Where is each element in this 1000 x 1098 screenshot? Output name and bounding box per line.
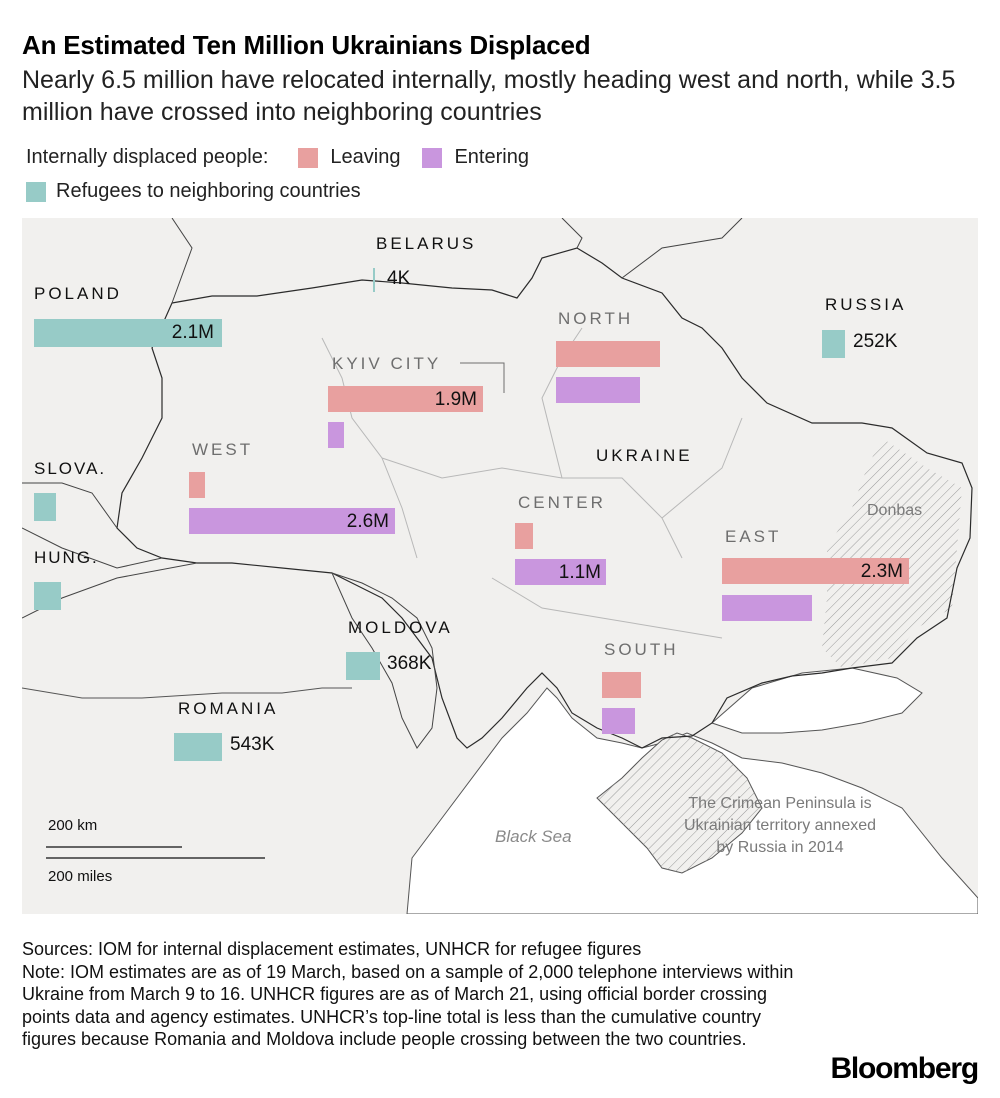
legend-refugees: Refugees to neighboring countries <box>26 180 383 203</box>
bar-refugees-hungary <box>34 582 61 610</box>
legend-internal: Internally displaced people: Leaving Ent… <box>26 146 551 169</box>
map: BELARUS POLAND RUSSIA UKRAINE SLOVA. HUN… <box>22 218 978 914</box>
crimea-annotation: The Crimean Peninsula is Ukrainian terri… <box>650 793 910 859</box>
bar-entering-kyiv <box>328 422 344 448</box>
label-region-kyiv: KYIV CITY <box>332 354 442 373</box>
value-refugees-russia: 252K <box>853 331 898 352</box>
label-slovakia: SLOVA. <box>34 459 107 478</box>
label-poland: POLAND <box>34 284 122 303</box>
label-romania: ROMANIA <box>178 699 279 718</box>
value-refugees-romania: 543K <box>230 734 275 755</box>
label-ukraine: UKRAINE <box>596 446 693 465</box>
legend-refugees-item: Refugees to neighboring countries <box>26 180 361 203</box>
moldova-border <box>331 572 438 749</box>
footer-note: Note: IOM estimates are as of 19 March, … <box>22 961 794 1050</box>
chart-title: An Estimated Ten Million Ukrainians Disp… <box>22 30 591 60</box>
label-region-north: NORTH <box>558 309 634 328</box>
label-black-sea: Black Sea <box>495 827 572 846</box>
ukraine-border <box>116 247 973 749</box>
value-leaving-kyiv: 1.9M <box>434 389 477 410</box>
value-refugees-belarus: 4K <box>387 268 411 289</box>
bar-leaving-south <box>602 672 641 698</box>
bar-refugees-poland <box>34 319 222 347</box>
bar-leaving-north <box>556 341 660 367</box>
bloomberg-logo: Bloomberg <box>830 1052 979 1085</box>
label-donbas: Donbas <box>867 502 923 519</box>
bar-entering-south <box>602 708 635 734</box>
legend-leaving: Leaving <box>298 146 400 169</box>
label-region-center: CENTER <box>518 493 606 512</box>
bar-leaving-east <box>722 558 909 584</box>
label-region-west: WEST <box>192 440 254 459</box>
value-refugees-poland: 2.1M <box>171 322 214 343</box>
bar-entering-north <box>556 377 640 403</box>
bar-leaving-west <box>189 472 205 498</box>
bar-refugees-romania <box>174 733 222 761</box>
label-region-south: SOUTH <box>604 640 679 659</box>
label-belarus: BELARUS <box>376 234 477 253</box>
bar-refugees-moldova <box>346 652 380 680</box>
crimea-annotation-line3: by Russia in 2014 <box>716 839 844 856</box>
legend-internal-label: Internally displaced people: <box>26 146 269 168</box>
bar-entering-center <box>515 559 606 585</box>
bar-entering-west <box>189 508 395 534</box>
bar-refugees-belarus <box>373 268 375 292</box>
bar-entering-east <box>722 595 812 621</box>
bar-refugees-russia <box>822 330 845 358</box>
bar-leaving-kyiv <box>328 386 483 412</box>
scale-km-label: 200 km <box>48 817 98 834</box>
bar-refugees-slovakia <box>34 493 56 521</box>
label-russia: RUSSIA <box>825 295 907 314</box>
donbas <box>822 438 962 668</box>
crimea-annotation-line2: Ukrainian territory annexed <box>683 817 877 834</box>
sea-of-azov <box>711 667 923 734</box>
legend-entering-label: Entering <box>454 146 529 168</box>
footer-sources: Sources: IOM for internal displacement e… <box>22 939 642 959</box>
value-entering-center: 1.1M <box>558 562 601 583</box>
scale-miles-label: 200 miles <box>48 868 113 885</box>
legend-entering: Entering <box>422 146 529 169</box>
footer-notes: Sources: IOM for internal displacement e… <box>22 938 812 1051</box>
legend-refugees-label: Refugees to neighboring countries <box>56 180 361 202</box>
label-moldova: MOLDOVA <box>348 618 453 637</box>
value-entering-west: 2.6M <box>346 511 389 532</box>
value-leaving-east: 2.3M <box>860 561 903 582</box>
label-region-east: EAST <box>725 527 782 546</box>
value-refugees-moldova: 368K <box>387 653 432 674</box>
bar-leaving-center <box>515 523 533 549</box>
label-hungary: HUNG. <box>34 548 99 567</box>
legend-leaving-swatch <box>298 147 319 168</box>
legend-refugees-swatch <box>26 181 46 202</box>
crimea-annotation-line1: The Crimean Peninsula is <box>688 795 872 812</box>
legend-entering-swatch <box>422 147 443 168</box>
chart-subtitle: Nearly 6.5 million have relocated intern… <box>22 66 956 126</box>
legend-leaving-label: Leaving <box>330 146 401 168</box>
